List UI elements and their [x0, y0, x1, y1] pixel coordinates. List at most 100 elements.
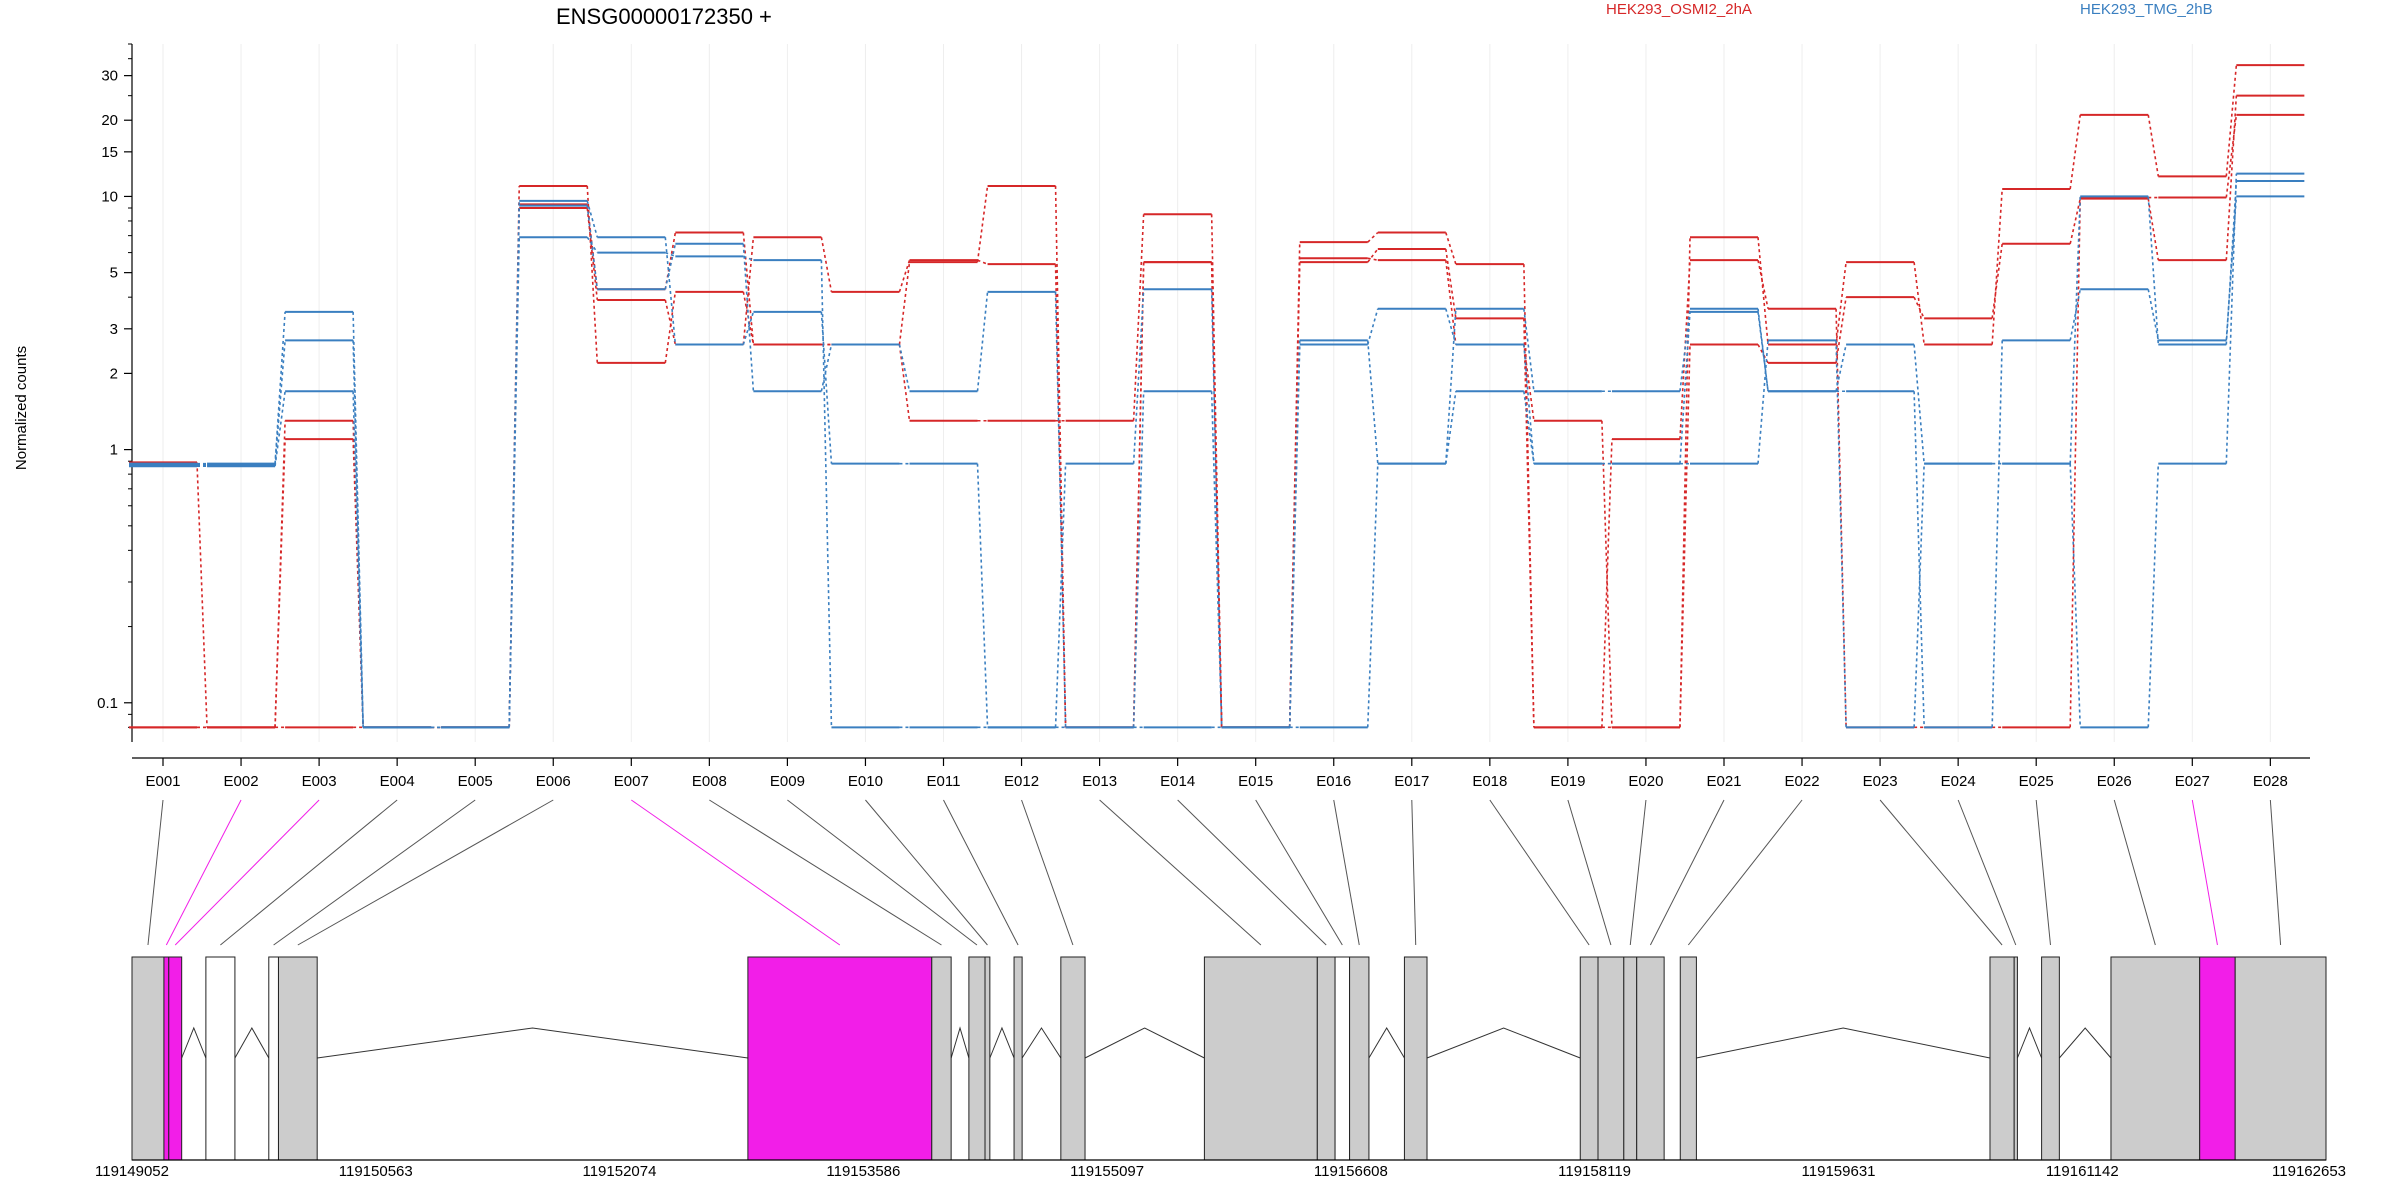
y-tick-label: 1 — [110, 442, 118, 459]
series-connector — [976, 291, 989, 392]
x-tick-label: E022 — [1785, 773, 1820, 790]
legend-control: HEK293_TMG_2hB — [2080, 1, 2213, 18]
x-tick-label: E009 — [770, 773, 805, 790]
intron — [989, 1026, 1015, 1059]
series-treated-1 — [129, 64, 2305, 729]
exon-box — [1203, 956, 1318, 1161]
series-connector — [2225, 173, 2238, 464]
x-tick-label: E003 — [302, 773, 337, 790]
series-connector — [898, 262, 911, 345]
x-tick-label: E005 — [458, 773, 493, 790]
series-connector — [2225, 196, 2238, 341]
series-connector — [1991, 340, 2003, 728]
exon-connector — [1411, 799, 1417, 946]
y-tick-label: 3 — [110, 321, 118, 338]
series-connector — [820, 344, 833, 392]
exon-box — [168, 956, 183, 1161]
x-tick-label: E025 — [2019, 773, 2054, 790]
series-connector — [1991, 188, 2003, 345]
exon-box — [1989, 956, 2015, 1161]
exon-box — [277, 956, 318, 1161]
series-connector — [1210, 289, 1223, 728]
exon-connector — [1687, 799, 1803, 946]
series-connector — [2069, 198, 2082, 244]
exon-box — [747, 956, 933, 1161]
series-connector — [1835, 308, 1847, 728]
x-tick-label: E023 — [1863, 773, 1898, 790]
series-connector — [664, 243, 677, 290]
series-connector — [976, 185, 989, 263]
series-connector — [1523, 344, 1535, 464]
series-connector — [274, 439, 286, 728]
x-tick-label: E020 — [1628, 773, 1663, 790]
series-connector — [898, 344, 911, 421]
series-control-4 — [129, 180, 2305, 729]
exon-box — [1579, 956, 1599, 1161]
series-connector — [1835, 340, 1847, 728]
series-connector — [1445, 308, 1457, 345]
exon-connector — [2113, 799, 2156, 946]
series-connector — [196, 462, 208, 728]
series-connector — [1054, 291, 1067, 728]
series-connector — [2069, 463, 2082, 728]
series-connector — [1366, 463, 1379, 728]
series-connector — [1835, 297, 1847, 364]
exon-connector — [174, 799, 320, 946]
series-connector — [2147, 198, 2160, 261]
exon-box — [268, 956, 279, 1161]
series-connector — [898, 259, 911, 293]
intron — [1426, 1027, 1581, 1059]
exon-box — [1403, 956, 1428, 1161]
series-connector — [742, 243, 755, 392]
series-connector — [1523, 391, 1535, 464]
series-connector — [898, 344, 911, 392]
series-connector — [1367, 248, 1379, 263]
exon-connector — [865, 799, 988, 946]
x-tick-label: E028 — [2253, 773, 2288, 790]
series-connector — [977, 259, 988, 265]
x-tick-label: E013 — [1082, 773, 1117, 790]
series-connector — [1523, 264, 1535, 728]
series-connector — [1757, 260, 1769, 309]
series-connector — [2147, 463, 2160, 728]
series-connector — [820, 311, 833, 464]
series-connector — [1523, 308, 1535, 392]
series-connector — [1054, 463, 1067, 728]
series-connector — [1445, 232, 1457, 265]
intron — [1368, 1027, 1405, 1059]
series-connector — [1132, 391, 1145, 728]
series-connector — [1445, 260, 1457, 345]
exon-box — [2013, 956, 2018, 1161]
series-connector — [1132, 214, 1145, 421]
series-connector — [352, 340, 364, 728]
series-connector — [1366, 340, 1379, 464]
x-tick-label: E018 — [1472, 773, 1507, 790]
series-connector — [1913, 262, 1925, 345]
exon-connector — [1879, 799, 2003, 946]
series-treated-2 — [129, 94, 2305, 729]
exon-box — [984, 956, 991, 1161]
coord-tick-label: 119155097 — [1070, 1163, 1144, 1180]
coord-tick-label: 119149052 — [95, 1163, 169, 1180]
exon-box — [2041, 956, 2060, 1161]
series-connector — [1991, 243, 2003, 319]
series-connector — [1366, 308, 1379, 345]
exon-connector — [709, 799, 942, 946]
coord-tick-label: 119162653 — [2272, 1163, 2346, 1180]
intron — [2058, 1027, 2112, 1059]
series-connector — [274, 340, 286, 465]
exon-connector — [1255, 799, 1343, 946]
exon-connector — [297, 799, 554, 946]
genomic-coordinate-axis: 119149052 119150563 119152074 119153586 1191… — [95, 1159, 2346, 1180]
series-connector — [1757, 237, 1769, 345]
intron — [1021, 1027, 1062, 1059]
series-connector — [352, 391, 364, 728]
exon-connector — [943, 799, 1019, 946]
series-connector — [1132, 262, 1145, 728]
intron — [1696, 1027, 1991, 1059]
exon-box — [1623, 956, 1638, 1161]
exon-box — [2199, 956, 2236, 1161]
series-connector — [1679, 260, 1691, 440]
y-tick-label: 5 — [110, 265, 118, 282]
